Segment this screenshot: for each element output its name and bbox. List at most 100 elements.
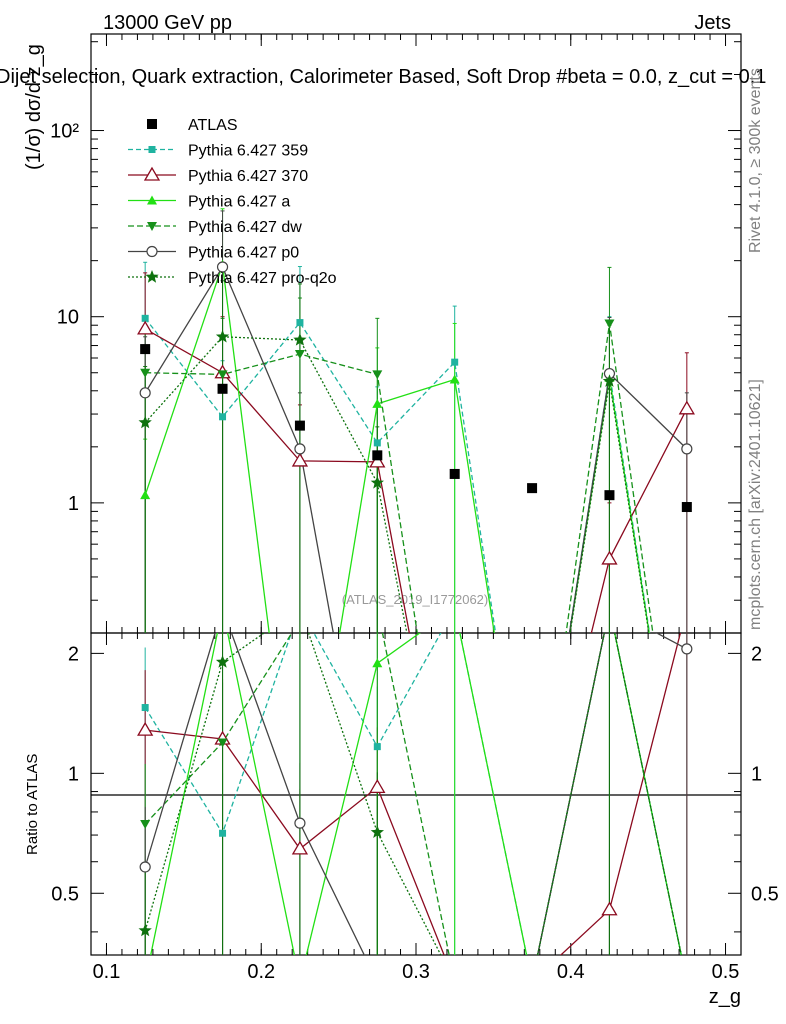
ratio-point-p370: [369, 779, 386, 793]
y-tick-label-ratio: 2: [68, 643, 79, 665]
data-point-pp0: [527, 870, 537, 880]
ratio-point-pdw: [140, 819, 151, 829]
legend-label-pq2o: Pythia 6.427 pro-q2o: [188, 270, 337, 287]
ratio-point-p370: [291, 840, 309, 855]
data-point-pdw: [140, 368, 151, 378]
legend-marker-p370: [143, 166, 161, 181]
legend-marker-pp0: [146, 245, 158, 258]
data-point-pdw: [372, 370, 383, 380]
legend-label-p370: Pythia 6.427 370: [188, 168, 308, 185]
ratio-point-p359: [373, 743, 381, 751]
ratio-point-p359: [683, 978, 690, 985]
ratio-point-pq2o: [138, 923, 152, 937]
ratio-point-pdw: [217, 738, 228, 748]
series-lines-ratio: [144, 633, 688, 955]
data-point-pp0: [681, 443, 693, 455]
ratio-point-pq2o: [370, 825, 384, 838]
data-point-p370: [137, 320, 154, 335]
ratio-point-p370: [525, 975, 539, 987]
data-point-pa: [372, 398, 383, 408]
series-lines-main: [144, 264, 688, 633]
ratio-point-pdw: [450, 978, 460, 987]
y-tick-label-main: 10²: [50, 121, 79, 143]
rivet-version-label: Rivet 4.1.0, ≥ 300k events: [747, 68, 764, 253]
data-point-pq2o: [293, 333, 307, 346]
data-point-p370: [678, 400, 695, 415]
legend-label-p359: Pythia 6.427 359: [188, 143, 308, 160]
series-line-pq2o: [144, 336, 650, 633]
data-point-pa: [449, 374, 460, 384]
ratio-point-pp0: [450, 977, 460, 987]
ratio-point-pa: [682, 977, 692, 986]
mcplots-label: mcplots.cern.ch [arXiv:2401.10621]: [747, 379, 764, 630]
y-tick-label-ratio: 0.5: [51, 883, 79, 905]
data-point-pdw: [217, 370, 228, 380]
series-line-pa: [144, 264, 650, 633]
process-label: Jets: [694, 12, 731, 34]
ratio-point-pdw: [682, 978, 692, 987]
data-point-pq2o: [215, 329, 230, 343]
data-point-p370: [291, 452, 309, 467]
data-point-pdw: [604, 319, 615, 329]
y-tick-label-main: 10: [57, 307, 79, 329]
ratio-point-p359: [141, 704, 149, 712]
legend-marker-p359: [148, 146, 156, 153]
y-tick-label-ratio: 1: [68, 763, 79, 785]
y-axis-label-ratio: Ratio to ATLAS: [24, 754, 41, 855]
legend-label-pdw: Pythia 6.427 dw: [188, 219, 302, 236]
data-point-atlas: [604, 490, 615, 501]
data-point-pq2o: [138, 415, 152, 429]
series-line-pp0: [144, 265, 688, 633]
data-point-pq2o: [370, 475, 384, 489]
y-tick-label-ratio-right: 0.5: [751, 883, 779, 905]
y-tick-label-ratio-right: 2: [751, 643, 762, 665]
ratio-point-pa: [295, 977, 305, 986]
series-markers-main: [137, 259, 695, 881]
data-point-atlas: [294, 420, 305, 431]
legend-marker-pq2o: [145, 270, 159, 283]
data-point-p359: [373, 439, 381, 447]
x-tick-label: 0.4: [557, 961, 585, 983]
data-point-pdw: [294, 350, 305, 360]
data-point-pa: [140, 490, 151, 500]
data-point-p370: [601, 550, 618, 565]
data-point-p370: [525, 868, 539, 880]
ratio-line-p370: [145, 633, 682, 955]
analysis-watermark: (ATLAS_2019_I1772062): [342, 592, 488, 607]
series-markers-ratio: [137, 643, 693, 988]
energy-label: 13000 GeV pp: [103, 12, 232, 34]
data-point-pq2o: [525, 868, 538, 881]
data-point-pp0: [216, 261, 229, 273]
ratio-point-pa: [527, 977, 537, 986]
x-axis-label: z_g: [709, 986, 741, 1008]
data-point-p359: [219, 413, 227, 421]
data-point-atlas: [449, 468, 460, 479]
ratio-point-pp0: [372, 977, 382, 987]
ratio-point-pp0: [139, 861, 151, 873]
data-point-pdw: [527, 871, 537, 880]
legend-label-pa: Pythia 6.427 a: [188, 194, 290, 211]
ratio-point-p359: [529, 978, 536, 985]
ratio-point-pp0: [294, 817, 306, 829]
ratio-point-pq2o: [680, 975, 693, 988]
data-point-atlas: [527, 483, 538, 494]
y-tick-label-main: 1: [68, 493, 79, 515]
ratio-point-p370: [448, 975, 462, 987]
x-tick-label: 0.5: [712, 961, 740, 983]
ratio-point-pq2o: [448, 975, 461, 988]
data-point-pp0: [294, 443, 306, 455]
legend-marker-pa: [147, 195, 157, 205]
y-tick-label-ratio-right: 1: [751, 763, 762, 785]
ratio-point-p370: [601, 901, 618, 916]
legend-marker-pdw: [147, 222, 157, 231]
ratio-point-pp0: [527, 977, 537, 987]
x-tick-label: 0.2: [247, 961, 275, 983]
data-point-p359: [141, 314, 149, 322]
ratio-point-pq2o: [215, 655, 230, 668]
data-point-atlas: [217, 383, 228, 394]
y-axis-label-main: (1/σ) dσ/d z_g: [23, 44, 45, 170]
data-point-atlas: [140, 344, 151, 355]
data-point-pa: [527, 870, 537, 879]
data-point-p359: [451, 358, 459, 366]
